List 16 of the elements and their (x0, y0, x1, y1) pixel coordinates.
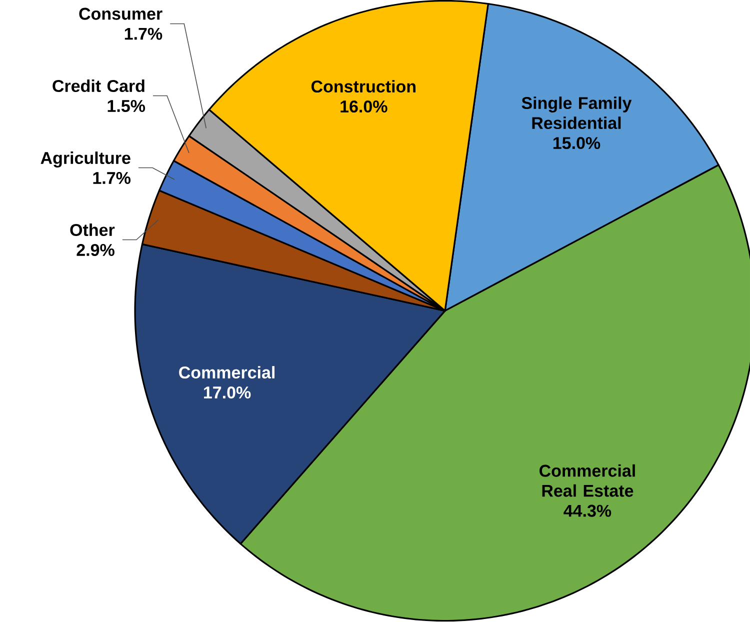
slice-label: Agriculture (40, 152, 130, 168)
slice-label: Consumer (79, 8, 162, 20)
slice-label: Construction (311, 80, 416, 93)
slice-label: Single Family Residential (522, 96, 632, 130)
slice-label: Commercial Real Estate (540, 464, 635, 498)
data-label: 15.0% (553, 137, 600, 150)
data-label: 17.0% (204, 386, 251, 399)
slice-label: Commercial (179, 366, 274, 379)
data-label: 1.7% (93, 172, 130, 184)
data-label: 2.9% (76, 244, 114, 256)
data-label: 1.5% (108, 100, 146, 112)
slice-label: Other (70, 224, 115, 236)
data-label: 44.3% (564, 504, 612, 518)
data-label: 16.0% (340, 100, 388, 113)
data-label: 1.7% (124, 28, 162, 40)
slice-label: Credit Card (52, 80, 144, 92)
